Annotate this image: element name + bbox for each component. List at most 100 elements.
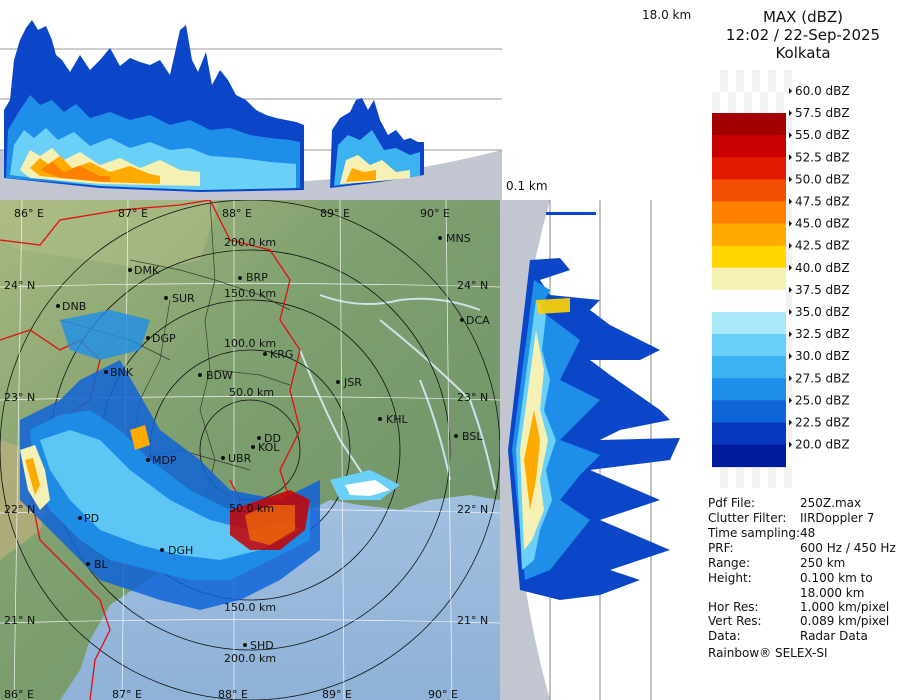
svg-text:BRP: BRP xyxy=(246,271,268,284)
svg-text:22° N: 22° N xyxy=(4,503,35,516)
color-scale-label: 27.5 dBZ xyxy=(795,371,850,385)
svg-text:89° E: 89° E xyxy=(322,688,352,700)
color-scale-label: 42.5 dBZ xyxy=(795,239,850,253)
color-swatch xyxy=(712,267,786,291)
color-swatch xyxy=(712,223,786,247)
svg-text:22° N: 22° N xyxy=(457,503,488,516)
map-echoes xyxy=(20,310,400,610)
svg-text:24° N: 24° N xyxy=(457,279,488,292)
svg-text:MDP: MDP xyxy=(152,454,177,467)
color-scale-label: 35.0 dBZ xyxy=(795,305,850,319)
radar-map: 200.0 km 150.0 km 100.0 km 50.0 km 50.0 … xyxy=(0,200,500,700)
svg-text:24° N: 24° N xyxy=(4,279,35,292)
info-value: IIRDoppler 7 xyxy=(800,511,875,525)
svg-text:BSL: BSL xyxy=(462,430,483,443)
svg-text:23° N: 23° N xyxy=(457,391,488,404)
svg-text:90° E: 90° E xyxy=(420,207,450,220)
right-profile-panel xyxy=(500,200,700,700)
color-swatch xyxy=(712,135,786,158)
color-swatch xyxy=(712,245,786,269)
color-swatch xyxy=(712,444,786,468)
color-scale: 60.0 dBZ 57.5 dBZ 55.0 dBZ 52.5 dBZ 50.0 dBZ… xyxy=(712,70,850,488)
info-value: 48 xyxy=(800,526,816,540)
svg-text:150.0 km: 150.0 km xyxy=(224,601,276,614)
svg-text:DMK: DMK xyxy=(134,264,160,277)
color-scale-label: 60.0 dBZ xyxy=(795,84,850,98)
info-value: 250 km xyxy=(800,556,846,570)
city-markers: DMK BRP MNS DNB SUR DCA DGP KRG BNK BDW … xyxy=(56,232,490,652)
range-labels: 200.0 km 150.0 km 100.0 km 50.0 km 50.0 … xyxy=(224,236,276,665)
svg-text:150.0 km: 150.0 km xyxy=(224,287,276,300)
svg-text:KHL: KHL xyxy=(386,413,408,426)
color-scale-label: 22.5 dBZ xyxy=(795,416,850,430)
top-profile-echoes xyxy=(4,20,424,192)
svg-text:BNK: BNK xyxy=(110,366,134,379)
svg-text:89° E: 89° E xyxy=(320,207,350,220)
color-swatch xyxy=(712,400,786,423)
color-scale-label: 45.0 dBZ xyxy=(795,217,850,231)
info-key: Clutter Filter: xyxy=(708,511,787,525)
color-swatch xyxy=(712,113,786,136)
color-scale-label: 20.0 dBZ xyxy=(795,438,850,452)
svg-text:200.0 km: 200.0 km xyxy=(224,236,276,249)
svg-text:21° N: 21° N xyxy=(457,614,488,627)
svg-text:DGP: DGP xyxy=(152,332,176,345)
svg-text:DD: DD xyxy=(264,432,281,445)
color-swatch xyxy=(712,422,786,445)
svg-text:21° N: 21° N xyxy=(4,614,35,627)
product-name: MAX (dBZ) xyxy=(762,8,844,26)
color-scale-label: 32.5 dBZ xyxy=(795,327,850,341)
svg-text:50.0 km: 50.0 km xyxy=(229,502,274,515)
svg-text:88° E: 88° E xyxy=(222,207,252,220)
info-key: Vert Res: xyxy=(708,614,762,628)
svg-text:88° E: 88° E xyxy=(218,688,248,700)
info-key: Pdf File: xyxy=(708,496,756,510)
svg-text:100.0 km: 100.0 km xyxy=(224,337,276,350)
info-value: 1.000 km/pixel xyxy=(800,600,890,614)
color-scale-label: 37.5 dBZ xyxy=(795,283,850,297)
svg-text:23° N: 23° N xyxy=(4,391,35,404)
color-scale-label: 55.0 dBZ xyxy=(795,128,850,142)
svg-text:UBR: UBR xyxy=(228,452,252,465)
color-swatch xyxy=(712,356,786,379)
info-value: Radar Data xyxy=(800,629,868,643)
info-key: PRF: xyxy=(708,541,734,555)
svg-text:DNB: DNB xyxy=(62,300,86,313)
svg-text:BDW: BDW xyxy=(206,369,233,382)
svg-text:87° E: 87° E xyxy=(118,207,148,220)
footer-credit: Rainbow® SELEX-SI xyxy=(708,646,828,660)
datetime: 12:02 / 22-Sep-2025 xyxy=(725,26,881,44)
info-key: Height: xyxy=(708,571,752,585)
legend-title: MAX (dBZ) 12:02 / 22-Sep-2025 Kolkata xyxy=(700,8,906,62)
color-swatch xyxy=(712,378,786,401)
color-scale-label: 57.5 dBZ xyxy=(795,106,850,120)
color-scale-label: 47.5 dBZ xyxy=(795,195,850,209)
color-scale-label: 50.0 dBZ xyxy=(795,172,850,186)
color-scale-label: 52.5 dBZ xyxy=(795,150,850,164)
svg-text:JSR: JSR xyxy=(343,376,362,389)
svg-text:86° E: 86° E xyxy=(14,207,44,220)
top-profile-panel xyxy=(0,0,502,200)
svg-text:BL: BL xyxy=(94,558,109,571)
info-value: 18.000 km xyxy=(800,586,865,600)
svg-text:SHD: SHD xyxy=(250,639,274,652)
color-swatch xyxy=(712,334,786,357)
info-value: 250Z.max xyxy=(800,496,862,510)
svg-text:MNS: MNS xyxy=(446,232,471,245)
top-height-label: 18.0 km xyxy=(642,8,692,22)
color-scale-label: 30.0 dBZ xyxy=(795,349,850,363)
info-key: Time sampling: xyxy=(708,526,801,540)
svg-text:86° E: 86° E xyxy=(4,688,34,700)
info-value: 0.089 km/pixel xyxy=(800,614,890,628)
color-swatch xyxy=(712,157,786,180)
color-scale-label: 40.0 dBZ xyxy=(795,261,850,275)
svg-text:PD: PD xyxy=(84,512,99,525)
svg-text:KRG: KRG xyxy=(270,348,293,361)
svg-text:DGH: DGH xyxy=(168,544,193,557)
svg-text:50.0 km: 50.0 km xyxy=(229,386,274,399)
color-swatch xyxy=(712,289,786,313)
info-key: Hor Res: xyxy=(708,600,759,614)
station-name: Kolkata xyxy=(775,44,831,62)
info-value: 600 Hz / 450 Hz xyxy=(800,541,896,555)
info-value: 0.100 km to xyxy=(800,571,873,585)
